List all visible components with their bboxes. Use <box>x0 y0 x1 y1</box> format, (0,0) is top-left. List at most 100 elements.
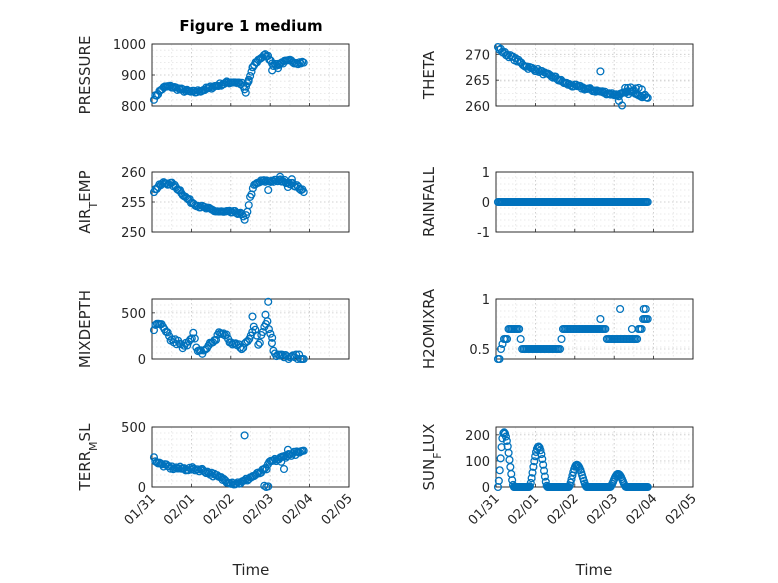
data-series <box>149 50 308 104</box>
data-point <box>515 324 524 334</box>
data-point <box>241 88 250 97</box>
data-point <box>247 67 256 76</box>
data-point <box>525 482 534 491</box>
subplot-terr-msl: 0 500 TERRMSL 01/31 02/01 02/02 02/03 02/04 02/0… <box>76 421 356 528</box>
data-point <box>255 338 264 347</box>
data-point <box>292 350 301 359</box>
y-axis-label: THETA <box>420 50 438 100</box>
data-point <box>193 465 202 474</box>
data-point <box>277 457 286 466</box>
data-point <box>190 334 199 343</box>
x-tick-label: 02/01 <box>505 491 542 528</box>
data-point <box>246 71 255 81</box>
data-point <box>149 326 159 335</box>
y-tick-label: 0 <box>138 481 146 496</box>
data-point <box>264 325 273 334</box>
data-point <box>536 446 545 455</box>
y-tick-label: 270 <box>465 48 490 63</box>
data-point <box>244 201 253 210</box>
y-tick-label: 800 <box>121 100 146 115</box>
data-point <box>526 478 535 487</box>
data-point <box>252 331 261 340</box>
y-tick-label: 0 <box>482 481 490 496</box>
subplot-theta: 260 265 270 THETA <box>420 42 694 115</box>
y-tick-label: 100 <box>465 455 490 470</box>
x-tick-label: 02/03 <box>584 491 621 528</box>
data-point <box>502 436 511 445</box>
y-tick-label: 1 <box>482 166 490 181</box>
subplot-rainfall: -1 0 1 RAINFALL <box>420 166 694 241</box>
axes-frame <box>495 298 694 360</box>
data-point <box>530 457 539 466</box>
subplot-sun-flux: 0 100 200 SUNFLUX 01/31 02/01 02/02 02/03 02/04 0… <box>420 424 700 529</box>
y-tick-label: 260 <box>121 166 146 181</box>
subplot-air-temp: 250 255 260 AIRTEMP <box>76 166 350 241</box>
data-point <box>494 476 503 485</box>
y-axis-label: H2OMIXRA <box>420 288 438 369</box>
axes-frame <box>151 426 350 488</box>
data-point <box>268 333 277 342</box>
data-point <box>555 344 565 354</box>
axes-frame <box>495 43 694 107</box>
data-point <box>626 83 635 92</box>
data-point <box>516 334 525 344</box>
data-point <box>264 185 273 195</box>
data-point <box>637 324 646 334</box>
data-point <box>262 465 271 474</box>
data-point <box>236 343 245 352</box>
data-point <box>152 458 161 467</box>
y-tick-label: 900 <box>121 69 146 84</box>
data-point <box>264 297 273 306</box>
data-point <box>248 63 257 72</box>
data-point <box>641 304 650 314</box>
data-point <box>287 175 296 184</box>
data-point <box>244 77 253 86</box>
x-tick-label: 02/04 <box>279 491 316 528</box>
data-point <box>596 314 605 324</box>
y-axis-label: MIXDEPTH <box>76 290 94 368</box>
data-point <box>528 468 537 477</box>
data-series <box>149 297 308 364</box>
data-series <box>149 431 308 492</box>
y-tick-label: 1 <box>482 293 490 308</box>
data-point <box>279 464 289 474</box>
data-point <box>496 344 506 354</box>
data-point <box>539 466 549 475</box>
data-point <box>186 335 195 344</box>
y-axis-label: SUNFLUX <box>420 424 444 491</box>
y-tick-label: 0 <box>138 353 146 368</box>
y-tick-label: -1 <box>477 226 490 241</box>
x-tick-label: 02/05 <box>663 491 700 528</box>
data-point <box>540 472 549 481</box>
data-point <box>299 58 308 67</box>
data-point <box>299 354 308 364</box>
y-tick-label: 0.5 <box>469 343 490 358</box>
data-point <box>537 450 546 459</box>
y-axis-label: TERRMSL <box>76 423 100 492</box>
x-tick-label: 02/02 <box>201 491 238 528</box>
data-point <box>529 462 538 471</box>
data-point <box>601 324 610 334</box>
data-point <box>539 460 548 469</box>
data-point <box>618 101 627 110</box>
data-series <box>493 428 652 492</box>
subplot-h2omixra: 0.5 1 H2OMIXRA <box>420 288 694 369</box>
subplot-mixdepth: 0 500 MIXDEPTH <box>76 290 350 368</box>
data-point <box>222 330 231 339</box>
data-point <box>643 197 652 207</box>
subplot-pressure: 800 900 1000 PRESSURE <box>76 36 350 115</box>
data-series <box>493 304 652 364</box>
data-point <box>299 188 308 197</box>
y-axis-label: AIRTEMP <box>76 170 100 233</box>
data-series <box>149 172 308 224</box>
data-point <box>566 478 575 487</box>
x-tick-label: 02/02 <box>545 491 582 528</box>
data-point <box>616 304 625 314</box>
x-axis-label-right: Time <box>575 561 613 579</box>
data-point <box>501 432 510 441</box>
figure-title: Figure 1 medium <box>179 17 322 35</box>
data-point <box>266 329 275 338</box>
data-point <box>211 335 221 345</box>
data-point <box>621 83 630 92</box>
